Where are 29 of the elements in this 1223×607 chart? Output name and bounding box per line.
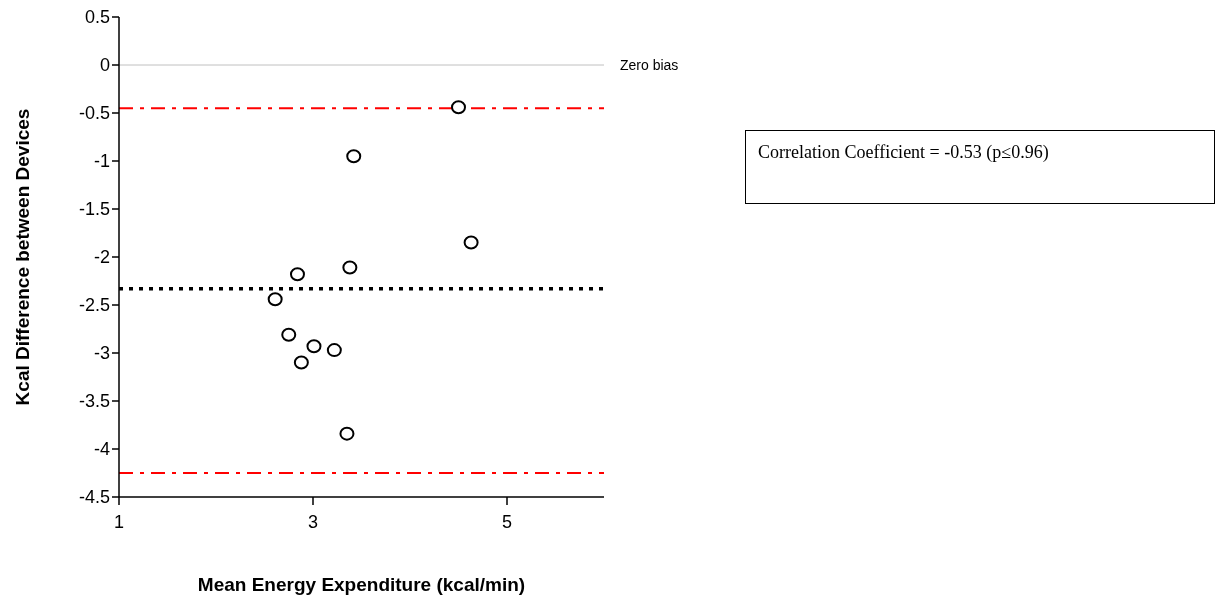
x-tick-label: 1 — [113, 511, 125, 532]
y-tick-label: -1.5 — [78, 199, 110, 220]
point — [281, 327, 297, 342]
point — [339, 426, 355, 441]
y-tick-label: -2 — [93, 247, 110, 268]
point — [293, 355, 309, 370]
y-tick-label: -1 — [93, 151, 110, 172]
point — [306, 339, 322, 354]
y-tick-label: -3.5 — [78, 391, 110, 412]
point — [289, 267, 305, 282]
y-tick-label: -2.5 — [78, 295, 110, 316]
x-tick-label: 5 — [501, 511, 513, 532]
x-tick-label: 3 — [307, 511, 319, 532]
point — [342, 260, 358, 275]
y-tick-label: -3 — [93, 343, 110, 364]
x-axis-title: Mean Energy Expenditure (kcal/min) — [197, 574, 526, 595]
point — [346, 149, 362, 164]
y-tick-label: -4 — [93, 439, 110, 460]
point — [463, 235, 479, 250]
point — [326, 343, 342, 358]
y-tick-label: -4.5 — [78, 487, 110, 508]
ref-line-label: Zero bias — [620, 56, 679, 73]
y-tick-label: 0.5 — [84, 7, 110, 28]
text: Correlation Coefficient = -0.53 (p≤0.96) — [745, 130, 1215, 204]
point — [267, 292, 283, 307]
point — [451, 100, 466, 115]
y-axis-title: Kcal Difference between Devices — [11, 108, 33, 406]
y-tick-label: 0 — [99, 55, 110, 76]
y-tick-label: -0.5 — [78, 103, 110, 124]
